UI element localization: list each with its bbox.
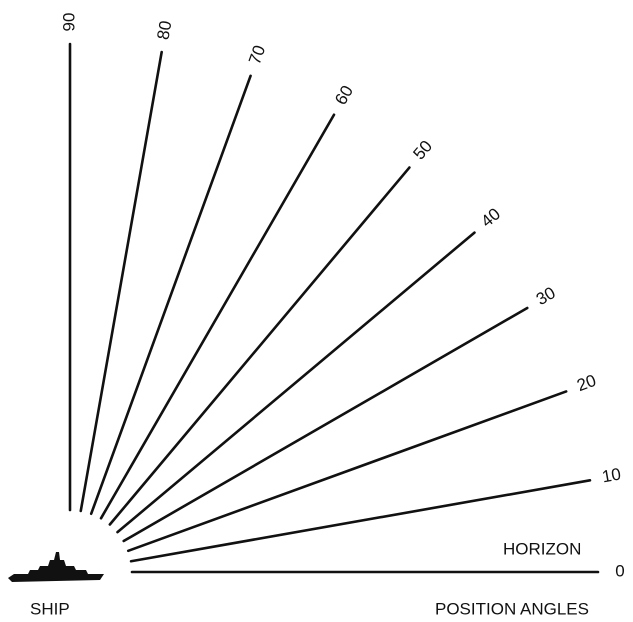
angle-ray (117, 233, 474, 533)
angle-ray (128, 391, 566, 550)
angle-label: 50 (409, 137, 436, 164)
angle-ray (124, 308, 528, 541)
angle-label: 20 (574, 371, 598, 395)
angle-label: 90 (59, 13, 78, 32)
angle-rays: 0 10 20 30 40 50 60 70 80 90 (59, 13, 624, 581)
caption: POSITION ANGLES (435, 599, 589, 618)
ship-icon (8, 552, 104, 582)
angle-ray (110, 168, 410, 525)
angle-ray (91, 76, 250, 514)
angle-label: 10 (601, 464, 623, 486)
ship-label: SHIP (30, 599, 70, 618)
angle-label: 30 (533, 283, 559, 309)
angle-ray (101, 115, 334, 519)
angle-label: 70 (245, 43, 269, 67)
angle-label: 40 (477, 204, 504, 231)
diagram: SHIP HORIZON POSITION ANGLES 0 10 20 30 40 50… (0, 0, 633, 622)
angle-ray (81, 52, 162, 511)
angle-label: 80 (154, 19, 176, 41)
angle-label: 0 (615, 561, 624, 580)
horizon-label: HORIZON (503, 539, 581, 558)
angle-label: 60 (331, 82, 357, 108)
